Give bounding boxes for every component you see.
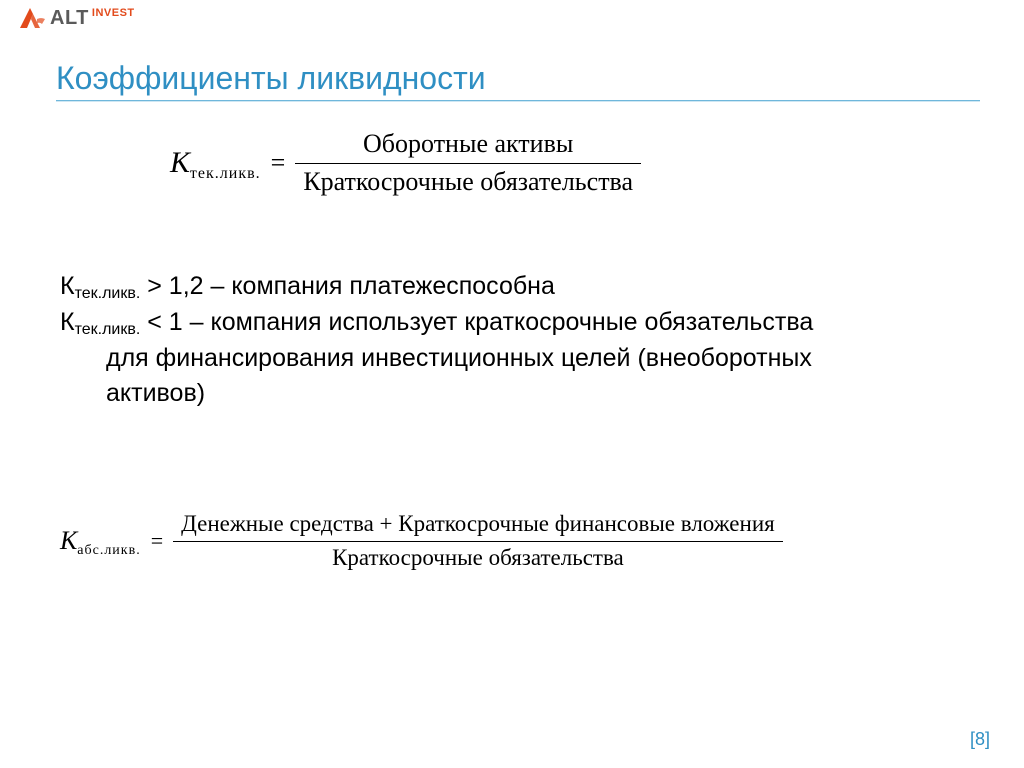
- k-symbol: К: [60, 272, 75, 300]
- formula-current-liquidity: Ктек.ликв. = Оборотные активы Краткосроч…: [170, 128, 641, 198]
- fraction-bar: [173, 541, 783, 542]
- line3-text: для финансирования инвестиционных целей …: [60, 342, 944, 376]
- formula1-symbol: К: [170, 146, 190, 179]
- formula1-subscript: тек.ликв.: [190, 165, 261, 182]
- formula2-subscript: абс.ликв.: [77, 543, 140, 558]
- formula2-symbol: К: [60, 526, 77, 555]
- equals-sign: =: [151, 528, 163, 554]
- logo-mark-icon: [18, 6, 46, 30]
- line1-text: > 1,2 – компания платежеспособна: [140, 272, 555, 300]
- equals-sign: =: [271, 148, 286, 178]
- title-underline: [56, 100, 980, 102]
- page-title: Коэффициенты ликвидности: [56, 60, 486, 97]
- line4-text: активов): [60, 377, 944, 411]
- formula1-numerator: Оборотные активы: [355, 128, 581, 161]
- page-number: [8]: [970, 729, 990, 750]
- body-text: Ктек.ликв. > 1,2 – компания платежеспосо…: [60, 270, 944, 413]
- formula1-denominator: Краткосрочные обязательства: [295, 166, 641, 199]
- logo: ALT INVEST: [18, 6, 135, 30]
- formula2-lhs: Кабс.ликв.: [60, 526, 141, 556]
- body-line-4: активов): [60, 377, 944, 411]
- body-line-2: Ктек.ликв. < 1 – компания использует кра…: [60, 306, 944, 340]
- fraction-bar: [295, 163, 641, 164]
- formula1-lhs: Ктек.ликв.: [170, 146, 261, 180]
- formula2-fraction: Денежные средства + Краткосрочные финанс…: [173, 510, 783, 573]
- body-line-1: Ктек.ликв. > 1,2 – компания платежеспосо…: [60, 270, 944, 304]
- formula2-denominator: Краткосрочные обязательства: [324, 544, 632, 573]
- k-symbol: К: [60, 308, 75, 336]
- logo-text-accent: INVEST: [92, 7, 135, 19]
- formula2-numerator: Денежные средства + Краткосрочные финанс…: [173, 510, 783, 539]
- formula1-fraction: Оборотные активы Краткосрочные обязатель…: [295, 128, 641, 198]
- body-line-3: для финансирования инвестиционных целей …: [60, 342, 944, 376]
- k-subscript: тек.ликв.: [75, 321, 141, 338]
- formula-absolute-liquidity: Кабс.ликв. = Денежные средства + Краткос…: [60, 510, 783, 573]
- k-subscript: тек.ликв.: [75, 285, 141, 302]
- line2-text: < 1 – компания использует краткосрочные …: [140, 308, 813, 336]
- logo-text-main: ALT: [50, 7, 89, 30]
